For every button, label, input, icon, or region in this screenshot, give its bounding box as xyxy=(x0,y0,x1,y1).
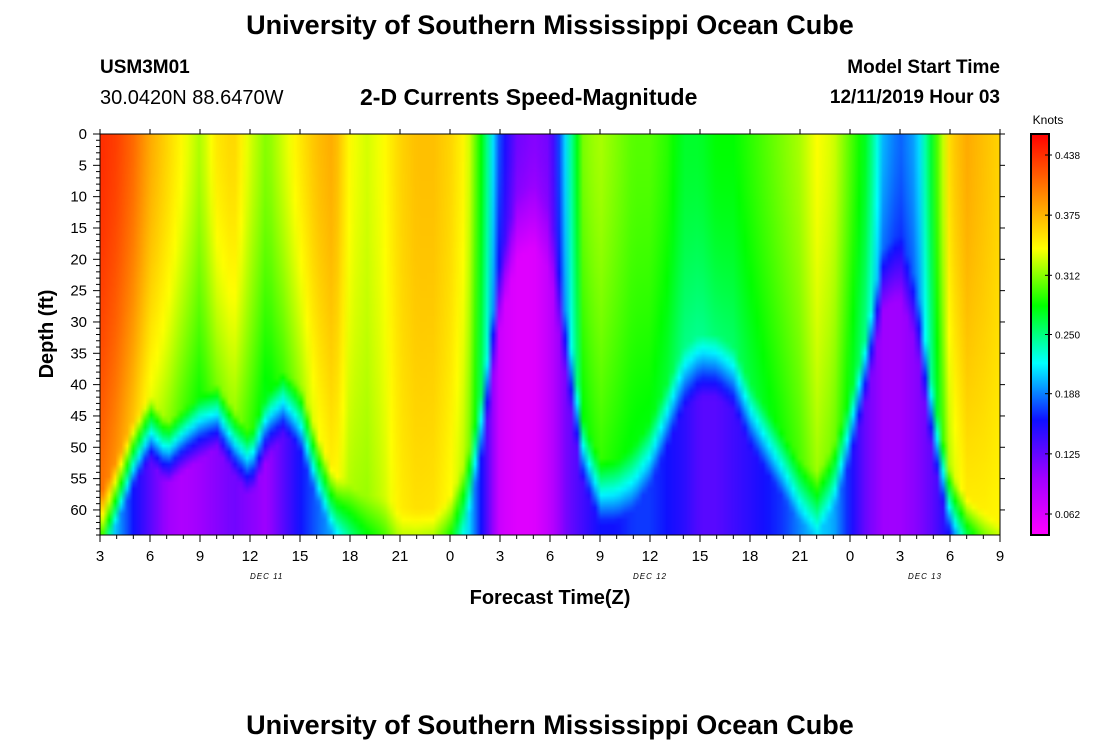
y-tick-label: 20 xyxy=(70,251,87,268)
x-tick-label: 3 xyxy=(96,548,104,565)
y-tick-label: 15 xyxy=(70,220,87,237)
footer-title: University of Southern Mississippi Ocean… xyxy=(246,710,854,740)
x-tick-label: 6 xyxy=(546,548,554,565)
x-tick-label: 9 xyxy=(596,548,604,565)
x-tick-label: 18 xyxy=(742,548,759,565)
colorbar-tick-label: 0.125 xyxy=(1055,450,1080,461)
x-tick-label: 0 xyxy=(446,548,454,565)
x-tick-label: 18 xyxy=(342,548,359,565)
x-tick-label: 0 xyxy=(846,548,854,565)
station-coordinates: 30.0420N 88.6470W xyxy=(100,87,284,109)
x-tick-label: 3 xyxy=(496,548,504,565)
y-tick-label: 55 xyxy=(70,471,87,488)
x-tick-label: 6 xyxy=(146,548,154,565)
colorbar-label: Knots xyxy=(1033,113,1064,127)
colorbar-tick-label: 0.312 xyxy=(1055,271,1080,282)
y-axis-label: Depth (ft) xyxy=(36,290,58,379)
y-tick-label: 5 xyxy=(79,157,87,174)
x-tick-label: 15 xyxy=(692,548,709,565)
colorbar-tick-label: 0.250 xyxy=(1055,331,1080,342)
y-tick-label: 10 xyxy=(70,189,87,206)
heatmap-chart: 3 6 9 12 15 18 21 0 3 6 9 12 15 18 21 0 3 6 9 DEC 11 DEC 12 D… xyxy=(36,113,1080,609)
x-tick-label: 9 xyxy=(996,548,1004,565)
heatmap-raster xyxy=(100,134,1000,535)
x-tick-label: 6 xyxy=(946,548,954,565)
date-label: DEC 13 xyxy=(908,572,942,581)
x-tick-label: 21 xyxy=(792,548,809,565)
y-tick-label: 40 xyxy=(70,377,87,394)
chart-subtitle: 2-D Currents Speed-Magnitude xyxy=(360,84,698,110)
model-start-value: 12/11/2019 Hour 03 xyxy=(829,87,1000,108)
date-label: DEC 12 xyxy=(633,572,667,581)
station-id: USM3M01 xyxy=(100,57,190,78)
colorbar-tick-label: 0.062 xyxy=(1055,510,1080,521)
x-tick-label: 3 xyxy=(896,548,904,565)
x-axis-label: Forecast Time(Z) xyxy=(470,587,631,609)
y-tick-label: 0 xyxy=(79,126,87,143)
date-label: DEC 11 xyxy=(250,572,283,581)
x-tick-label: 21 xyxy=(392,548,409,565)
y-tick-label: 50 xyxy=(70,439,87,456)
y-tick-label: 30 xyxy=(70,314,87,331)
x-tick-label: 12 xyxy=(642,548,659,565)
y-tick-label: 45 xyxy=(70,408,87,425)
x-tick-label: 9 xyxy=(196,548,204,565)
y-tick-label: 25 xyxy=(70,283,87,300)
x-axis: 3 6 9 12 15 18 21 0 3 6 9 12 15 18 21 0 3 6 9 DEC 11 DEC 12 D… xyxy=(96,129,1004,581)
model-start-label: Model Start Time xyxy=(847,57,1000,78)
x-tick-label: 12 xyxy=(242,548,259,565)
x-tick-label: 15 xyxy=(292,548,309,565)
y-axis: 0 5 10 15 20 25 30 35 40 45 50 55 60 xyxy=(70,126,1005,536)
colorbar-tick-label: 0.375 xyxy=(1055,211,1080,222)
colorbar-tick-label: 0.188 xyxy=(1055,390,1080,401)
y-tick-label: 35 xyxy=(70,345,87,362)
colorbar-tick-label: 0.438 xyxy=(1055,151,1080,162)
chart-title: University of Southern Mississippi Ocean… xyxy=(246,10,854,40)
y-tick-label: 60 xyxy=(70,502,87,519)
colorbar-ticks: 0.062 0.125 0.188 0.250 0.312 0.375 0.438 xyxy=(1045,151,1080,521)
